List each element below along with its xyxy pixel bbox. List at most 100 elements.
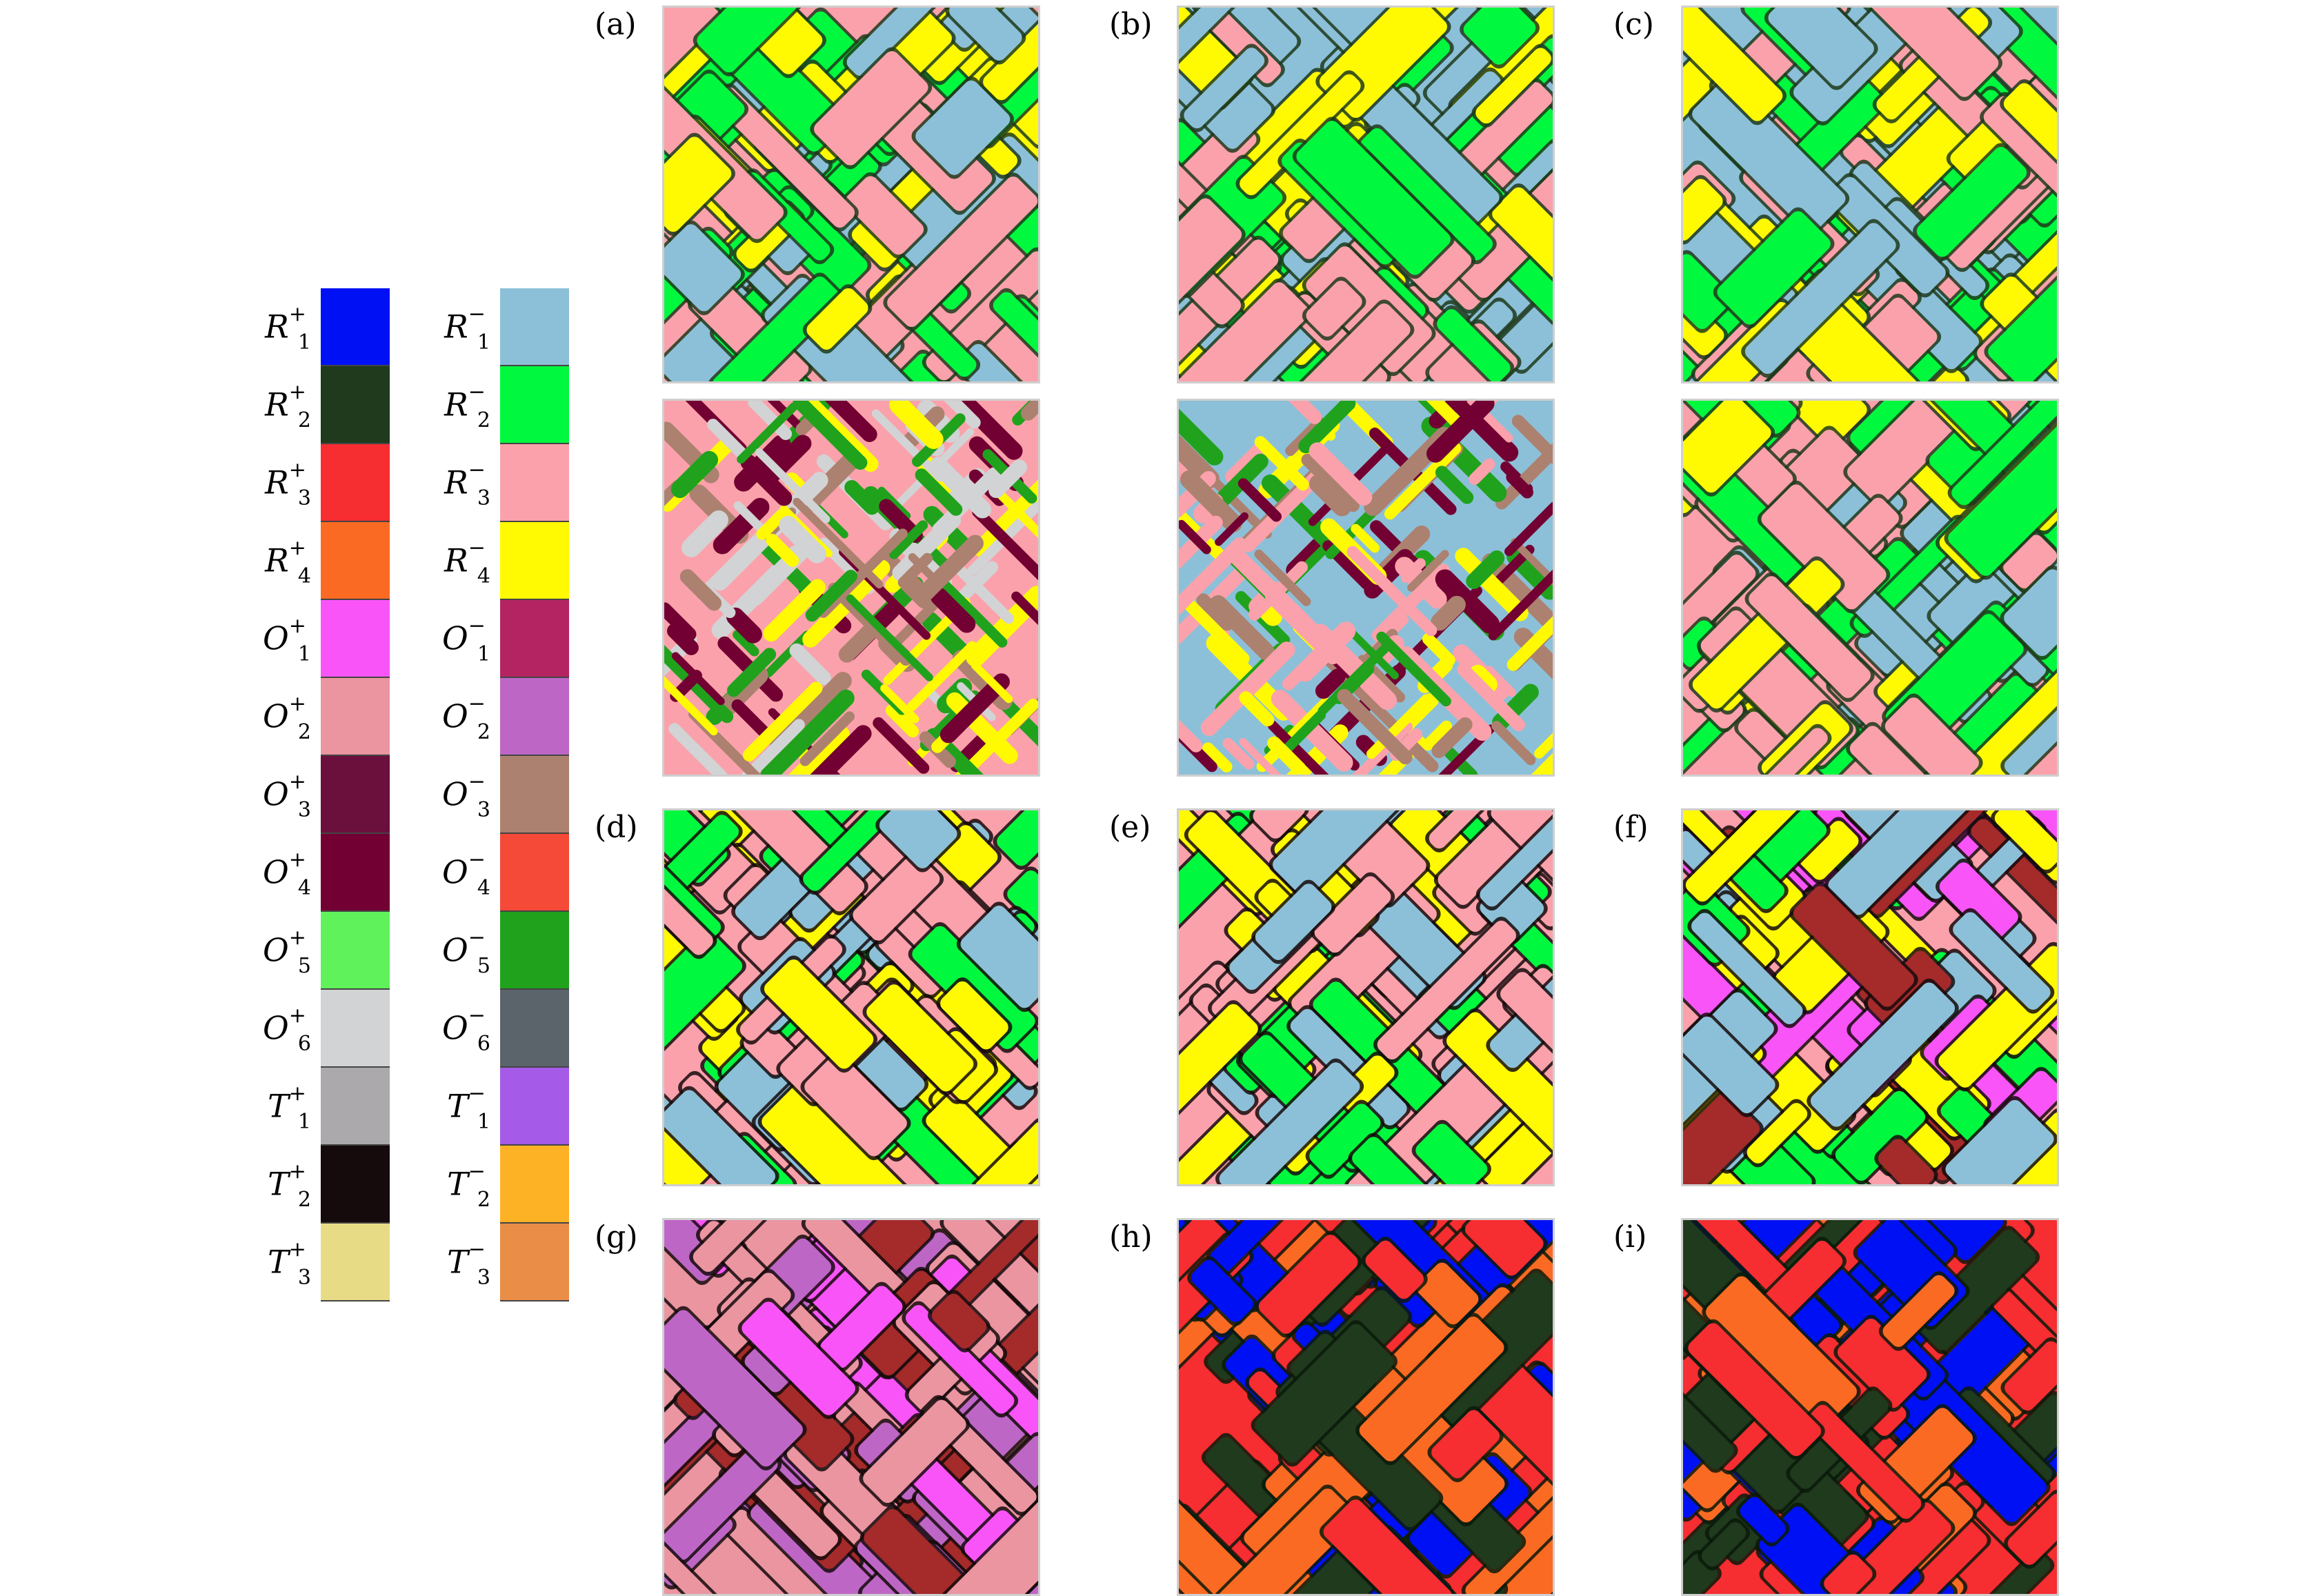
domain-region bbox=[1706, 1276, 1857, 1428]
legend-superscript: − bbox=[468, 1081, 486, 1106]
domain-region bbox=[1205, 1437, 1283, 1514]
legend-superscript: − bbox=[468, 848, 486, 872]
stripe-domain bbox=[1534, 724, 1553, 759]
panel-f bbox=[1681, 808, 2059, 1186]
legend-superscript: + bbox=[288, 380, 306, 404]
domain-region bbox=[997, 810, 1038, 866]
panel-d bbox=[662, 808, 1040, 1186]
stripe-domain bbox=[1501, 732, 1553, 775]
legend-subscript: 2 bbox=[297, 1187, 311, 1212]
legend-symbol: R bbox=[444, 463, 468, 501]
domain-region bbox=[1217, 1488, 1357, 1594]
stripe-domain bbox=[1407, 550, 1449, 592]
domain-region bbox=[1345, 70, 1500, 225]
domain-region bbox=[1179, 1004, 1258, 1117]
legend-color-swatch bbox=[321, 990, 390, 1068]
stripe-domain bbox=[742, 681, 823, 762]
domain-map bbox=[1683, 8, 2057, 381]
legend-label: O− 6 bbox=[442, 1004, 490, 1056]
panel-label: (f) bbox=[1613, 810, 1649, 845]
stripe-domain bbox=[733, 630, 759, 657]
domain-region bbox=[748, 1466, 838, 1557]
domain-region bbox=[1179, 1220, 1236, 1314]
panel-g bbox=[662, 1218, 1040, 1596]
stripe-domain bbox=[713, 497, 770, 555]
stripe-domain bbox=[1179, 710, 1203, 752]
legend-color-swatch bbox=[500, 678, 569, 756]
domain-region bbox=[806, 288, 868, 350]
domain-region bbox=[1838, 1318, 1927, 1408]
stripe-domain bbox=[799, 711, 855, 766]
legend-subscript: 4 bbox=[297, 563, 311, 588]
legend-symbol: O bbox=[442, 619, 468, 657]
domain-region bbox=[1255, 1324, 1394, 1463]
stripe-domain bbox=[828, 582, 912, 666]
domain-region bbox=[1692, 560, 1841, 709]
domain-map bbox=[664, 8, 1038, 381]
legend-entry-right-o1: O− 1 bbox=[390, 600, 569, 678]
stripe-domain bbox=[844, 479, 879, 515]
domain-region bbox=[1951, 401, 2057, 506]
domain-region bbox=[1948, 422, 2057, 576]
domain-region bbox=[1736, 728, 1828, 775]
legend-label: R+2 bbox=[265, 380, 311, 432]
domain-region bbox=[1688, 1323, 1822, 1457]
domain-region bbox=[664, 1397, 693, 1452]
domain-region bbox=[664, 931, 743, 1081]
legend-subscript: 3 bbox=[477, 486, 490, 510]
stripe-domain bbox=[784, 725, 872, 775]
domain-region bbox=[2003, 535, 2057, 589]
panel-extra-1 bbox=[662, 399, 1040, 777]
domain-region bbox=[1377, 920, 1516, 1060]
domain-region bbox=[905, 1305, 1015, 1414]
domain-region bbox=[1255, 884, 1332, 960]
legend-superscript: + bbox=[288, 536, 306, 560]
legend-label: O+6 bbox=[263, 1004, 311, 1056]
legend-subscript: 2 bbox=[477, 408, 490, 432]
domain-region bbox=[712, 276, 842, 381]
legend-label: O+4 bbox=[263, 848, 311, 900]
domain-region bbox=[1683, 8, 1783, 121]
legend-label: T− 2 bbox=[447, 1159, 490, 1212]
legend-superscript: + bbox=[288, 458, 306, 482]
legend-color-swatch bbox=[321, 678, 390, 756]
stripe-domain bbox=[1504, 501, 1553, 557]
legend-symbol: T bbox=[447, 1243, 468, 1281]
domain-region bbox=[735, 859, 813, 937]
domain-region bbox=[664, 1518, 717, 1594]
legend-color-swatch bbox=[321, 756, 390, 834]
legend-entry-left-t1: T+1 bbox=[210, 1068, 390, 1146]
legend-entry-left-r1: R+1 bbox=[210, 288, 390, 366]
legend-label: O+2 bbox=[263, 692, 311, 744]
stripe-domain bbox=[1280, 710, 1326, 757]
stripe-domain bbox=[1422, 720, 1453, 751]
domain-region bbox=[983, 8, 1038, 101]
domain-region bbox=[1279, 303, 1411, 381]
legend-symbol: O bbox=[263, 853, 289, 891]
stripe-domain bbox=[1431, 717, 1473, 759]
legend-entry-left-o6: O+6 bbox=[210, 990, 390, 1068]
legend-entry-left-o4: O+4 bbox=[210, 834, 390, 912]
domain-region bbox=[1939, 862, 2018, 941]
legend-symbol: O bbox=[442, 775, 468, 813]
legend-label: R− 2 bbox=[444, 380, 490, 432]
domain-region bbox=[1878, 1139, 1934, 1184]
domain-region bbox=[1824, 1554, 1873, 1594]
legend-label: R+1 bbox=[265, 302, 311, 355]
legend-symbol: T bbox=[268, 1243, 289, 1281]
stripe-domain bbox=[1179, 519, 1211, 555]
stripe-domain bbox=[1414, 401, 1468, 433]
domain-region bbox=[1179, 282, 1310, 381]
stripe-domain bbox=[1239, 691, 1275, 727]
domain-region bbox=[1007, 870, 1038, 925]
domain-region bbox=[1429, 810, 1502, 849]
stripe-domain bbox=[1254, 549, 1311, 606]
panel-label: (i) bbox=[1613, 1219, 1647, 1255]
stripe-domain bbox=[846, 594, 933, 681]
legend-entry-left-o2: O+2 bbox=[210, 678, 390, 756]
stripe-domain bbox=[766, 533, 799, 567]
legend-subscript: 2 bbox=[297, 719, 311, 744]
domain-region bbox=[1953, 912, 2051, 1010]
stripe-domain bbox=[1267, 736, 1306, 775]
legend-color-swatch bbox=[500, 1146, 569, 1224]
